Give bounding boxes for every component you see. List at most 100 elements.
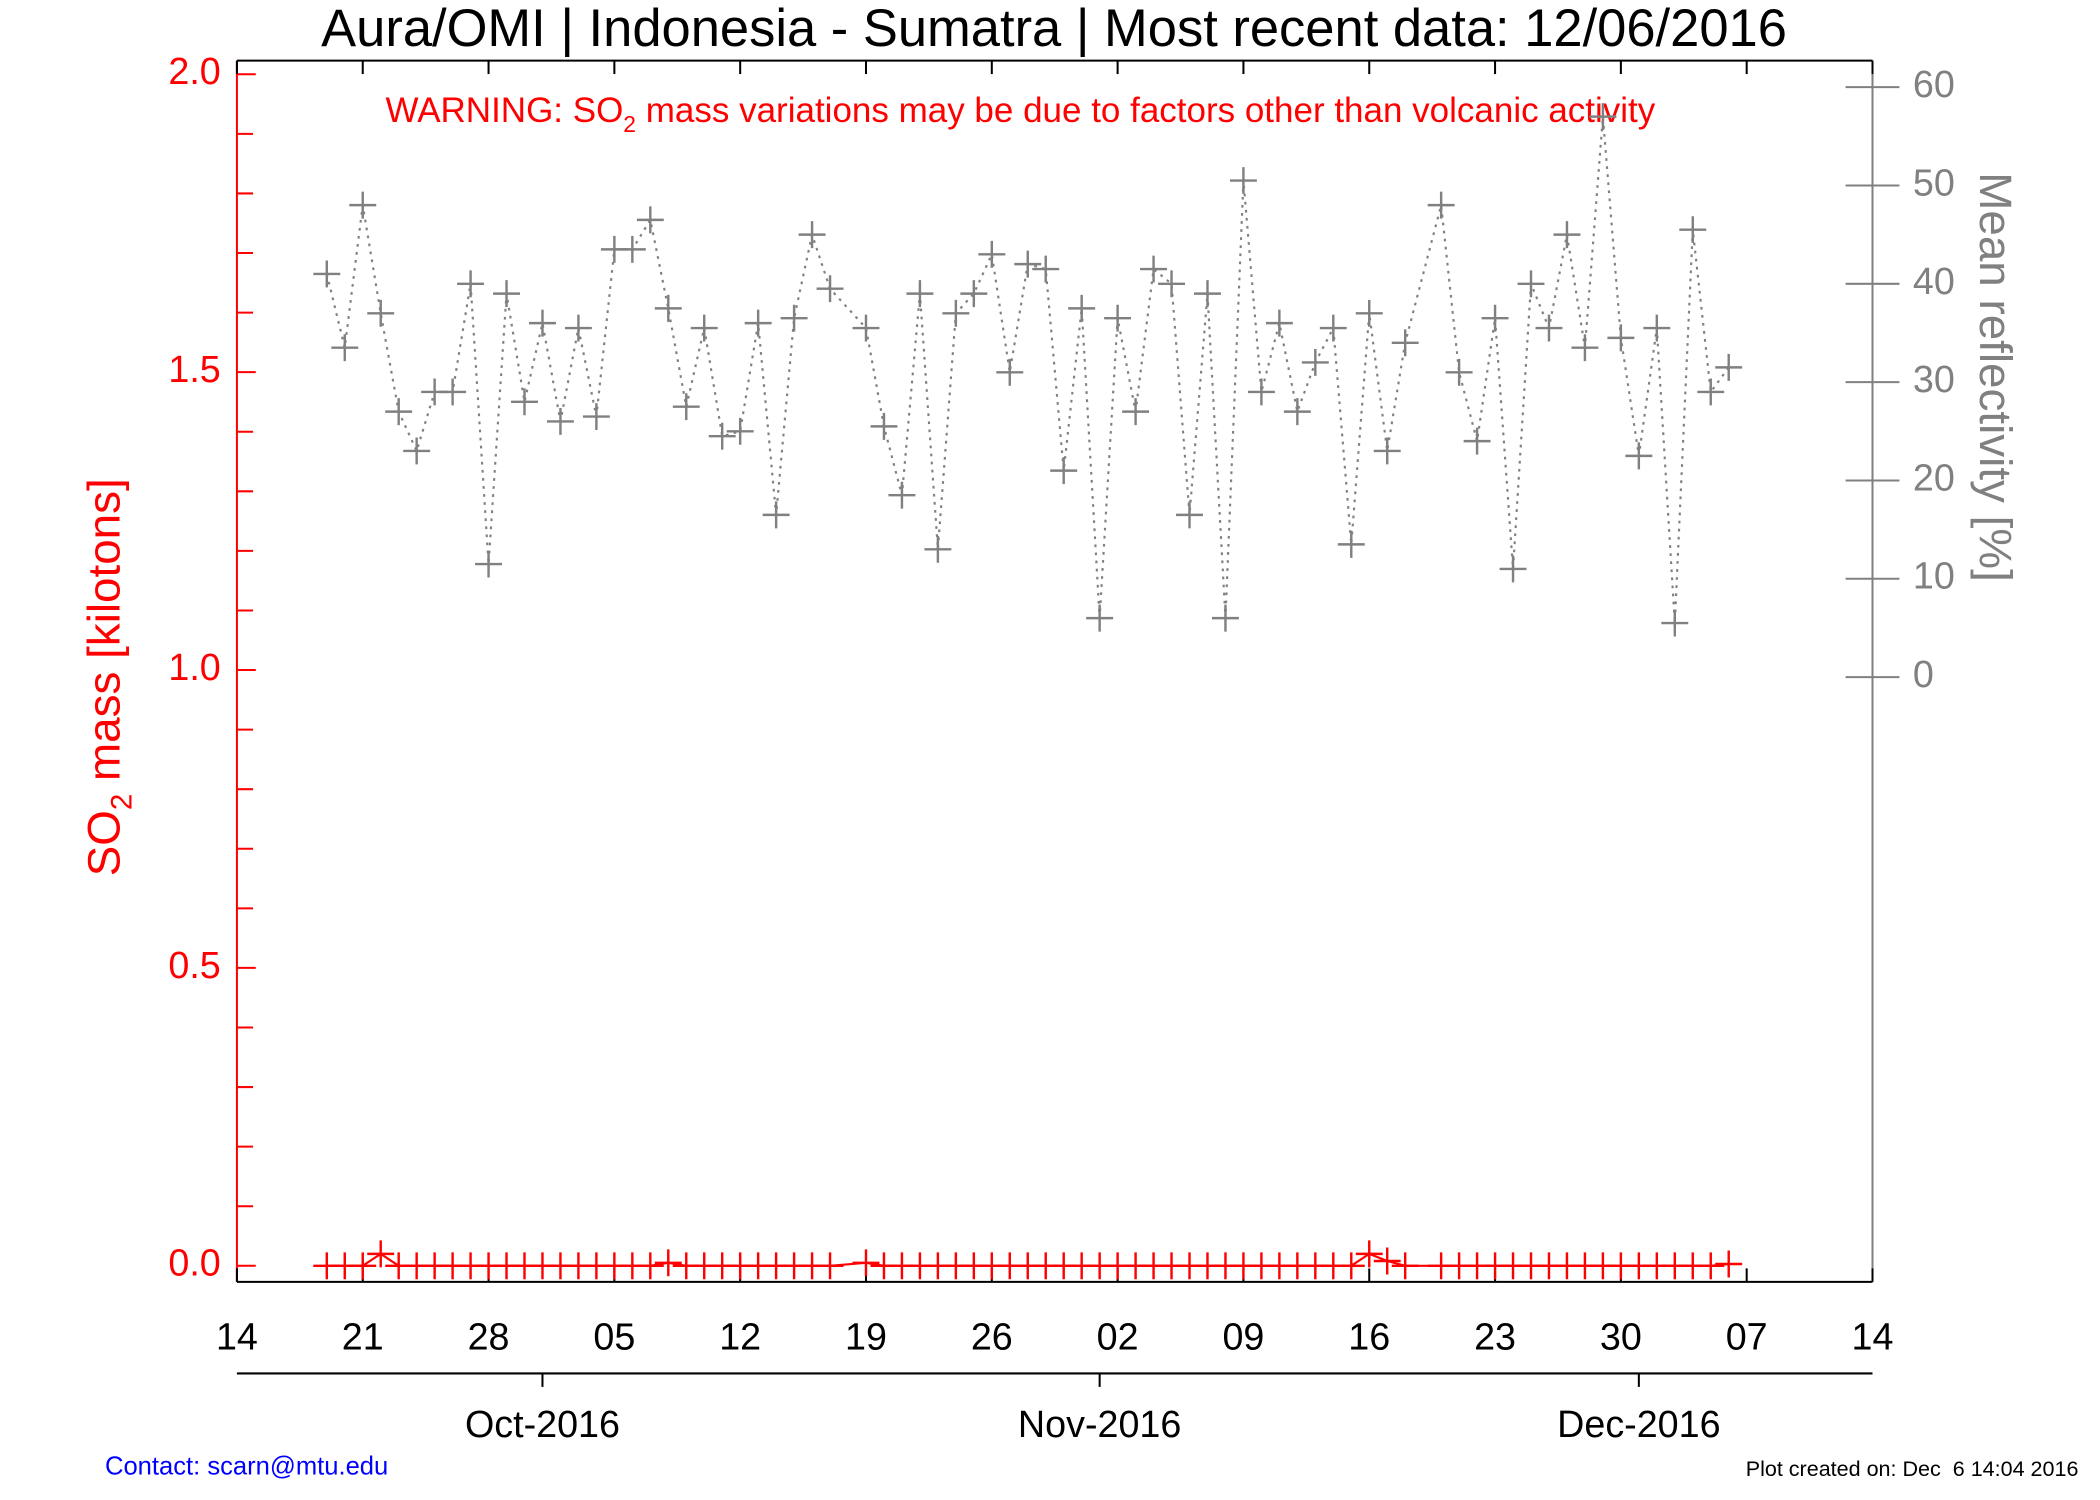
data-point [726,417,754,445]
data-point [1176,501,1203,529]
data-point [906,280,934,308]
data-point [385,398,413,426]
y-tick-label: 1.5 [168,348,220,390]
created-note: Plot created on: Dec 6 14:04 2016 [1746,1457,2079,1481]
data-point [1355,1240,1383,1268]
data-point [1140,255,1168,283]
data-point [1068,294,1096,322]
x-tick-label: 09 [1222,1316,1264,1358]
data-point [1607,324,1635,352]
data-point [1301,349,1329,376]
data-point [1355,299,1383,327]
y-axis-title-subscript: 2 [106,794,139,810]
data-point [1427,191,1455,219]
data-point [1715,353,1743,381]
x-tick-label: 14 [1852,1316,1894,1358]
data-point [1445,358,1473,386]
data-point [1499,555,1527,583]
x-tick-label: 30 [1600,1316,1642,1358]
y-tick-label: 2.0 [168,50,220,92]
data-point [618,235,646,263]
data-point [1373,437,1401,465]
data-point [1535,314,1563,342]
month-label: Nov-2016 [1018,1403,1181,1445]
data-point [978,240,1006,268]
data-point [1391,329,1419,357]
data-point [798,221,826,249]
x-tick-label: 12 [719,1316,761,1358]
data-point [1625,442,1653,470]
data-point [672,393,700,421]
data-point [403,437,431,465]
data-point [1337,530,1365,558]
series-line [325,116,1730,624]
x-tick-label: 28 [468,1316,510,1358]
data-point [762,501,790,529]
data-point [654,294,682,322]
data-point [1032,255,1060,283]
warning-text: mass variations may be due to factors ot… [636,91,1656,130]
y-tick-label: 1.0 [168,646,220,688]
data-point [1086,604,1114,632]
data-point [349,191,377,219]
x-tick-label: 16 [1348,1316,1390,1358]
warning-subscript: 2 [623,111,636,137]
data-point [582,403,610,431]
data-point [1697,1252,1725,1280]
data-point [1319,314,1347,342]
y2-tick-label: 30 [1913,358,1955,400]
x-tick-label: 19 [845,1316,887,1358]
data-point [636,1252,664,1280]
data-point [1517,270,1545,298]
data-point [1229,167,1257,195]
data-point [367,299,395,327]
data-point [1373,1247,1401,1275]
data-point [1553,221,1581,249]
data-point [708,422,736,450]
data-point [493,280,520,308]
data-point [1715,1250,1743,1278]
data-point [1391,1252,1419,1280]
y-axis-title: SO2 mass [kilotons] [79,478,139,876]
y2-tick-label: 20 [1913,456,1955,498]
y2-tick-label: 10 [1913,555,1955,597]
data-point [870,412,898,440]
data-point [1571,334,1599,362]
data-point [1050,457,1078,485]
data-point [636,206,664,234]
data-point [1589,103,1617,131]
chart-title: Aura/OMI | Indonesia - Sumatra | Most re… [321,0,1787,58]
data-point [1211,604,1239,632]
data-point [1265,309,1293,337]
data-point [924,535,952,563]
data-point [457,270,485,298]
data-point [816,1252,844,1280]
data-point [1014,250,1042,278]
data-point [475,550,503,578]
data-point [942,299,970,327]
data-point [1481,304,1509,332]
data-point [888,481,916,509]
data-point [367,1240,395,1268]
data-point [349,1252,377,1280]
data-point [780,304,808,332]
data-point [852,1249,880,1277]
x-tick-label: 14 [216,1316,258,1358]
y2-tick-label: 60 [1913,63,1955,105]
x-tick-label: 07 [1726,1316,1768,1358]
y-tick-label: 0.0 [168,1242,220,1284]
data-point [1697,378,1725,406]
y2-tick-label: 0 [1913,653,1934,695]
y2-axis-title: Mean reflectivity [%] [1970,172,2021,582]
data-point [546,408,574,435]
contact: Contact: scarn@mtu.edu [105,1452,388,1480]
data-point [852,314,880,342]
data-point [1283,398,1311,426]
data-point [1194,280,1221,308]
data-point [1247,378,1275,406]
data-point [654,1249,682,1277]
month-label: Oct-2016 [465,1403,620,1445]
x-tick-label: 23 [1474,1316,1516,1358]
data-point [1661,609,1689,637]
